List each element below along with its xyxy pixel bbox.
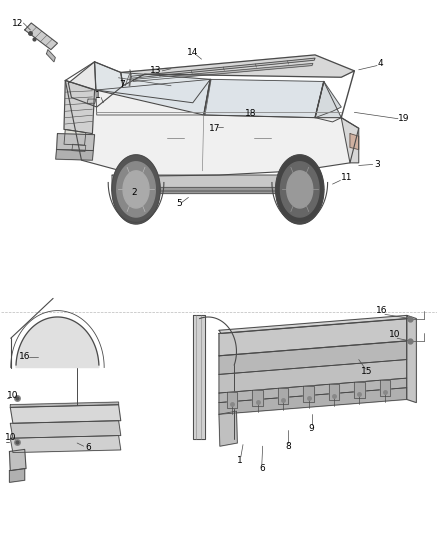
Polygon shape [219,387,407,414]
Polygon shape [112,155,160,224]
Polygon shape [278,388,288,404]
Polygon shape [354,382,365,398]
Polygon shape [407,316,417,402]
Polygon shape [227,392,237,408]
Polygon shape [219,319,407,356]
Polygon shape [10,469,25,482]
Text: 18: 18 [245,109,256,118]
Text: 9: 9 [309,424,314,433]
Polygon shape [16,317,99,368]
Polygon shape [46,50,55,62]
Polygon shape [64,130,86,146]
Text: 14: 14 [187,49,198,57]
Polygon shape [112,175,315,191]
Polygon shape [287,171,313,208]
Polygon shape [65,80,359,176]
Polygon shape [219,360,407,393]
Polygon shape [57,134,95,151]
Text: 1: 1 [237,456,243,464]
Text: 7: 7 [119,80,125,89]
Polygon shape [121,55,354,86]
Polygon shape [315,82,341,122]
Polygon shape [68,62,123,107]
Polygon shape [204,79,324,118]
Polygon shape [219,378,407,402]
Text: 2: 2 [131,188,137,197]
Polygon shape [329,384,339,400]
Polygon shape [117,162,155,217]
Polygon shape [193,316,205,439]
Polygon shape [219,316,409,334]
Text: 17: 17 [209,124,220,133]
Text: 1: 1 [95,91,100,100]
Polygon shape [11,421,121,438]
Polygon shape [252,390,263,406]
Polygon shape [141,187,285,193]
Text: 4: 4 [378,59,383,68]
Polygon shape [276,155,324,224]
Text: 13: 13 [150,67,162,75]
Polygon shape [11,435,121,453]
Polygon shape [219,411,237,446]
Text: 16: 16 [19,352,31,361]
Text: 11: 11 [341,173,352,182]
Polygon shape [350,134,359,150]
Text: 10: 10 [7,391,19,400]
Polygon shape [219,341,407,374]
Text: 6: 6 [259,464,265,473]
Polygon shape [123,171,149,208]
Polygon shape [64,80,95,134]
Text: 5: 5 [176,199,182,208]
Polygon shape [315,82,341,118]
Polygon shape [11,402,119,407]
Polygon shape [87,99,96,104]
Polygon shape [280,162,319,217]
Polygon shape [303,386,314,402]
Polygon shape [56,150,93,160]
Text: 3: 3 [374,160,380,169]
Text: 12: 12 [11,19,23,28]
Text: 19: 19 [398,114,409,123]
Text: 8: 8 [285,442,291,451]
Polygon shape [131,58,315,78]
Text: 15: 15 [361,367,372,376]
Text: 10: 10 [4,433,16,442]
Polygon shape [11,405,121,423]
Polygon shape [133,63,313,82]
Polygon shape [96,79,210,115]
Text: 10: 10 [389,330,400,339]
Polygon shape [72,144,86,152]
Polygon shape [380,380,390,396]
Polygon shape [25,23,57,50]
Polygon shape [95,62,210,103]
Text: 16: 16 [376,305,387,314]
Polygon shape [341,118,359,163]
Polygon shape [10,449,26,471]
Text: 6: 6 [85,443,91,452]
